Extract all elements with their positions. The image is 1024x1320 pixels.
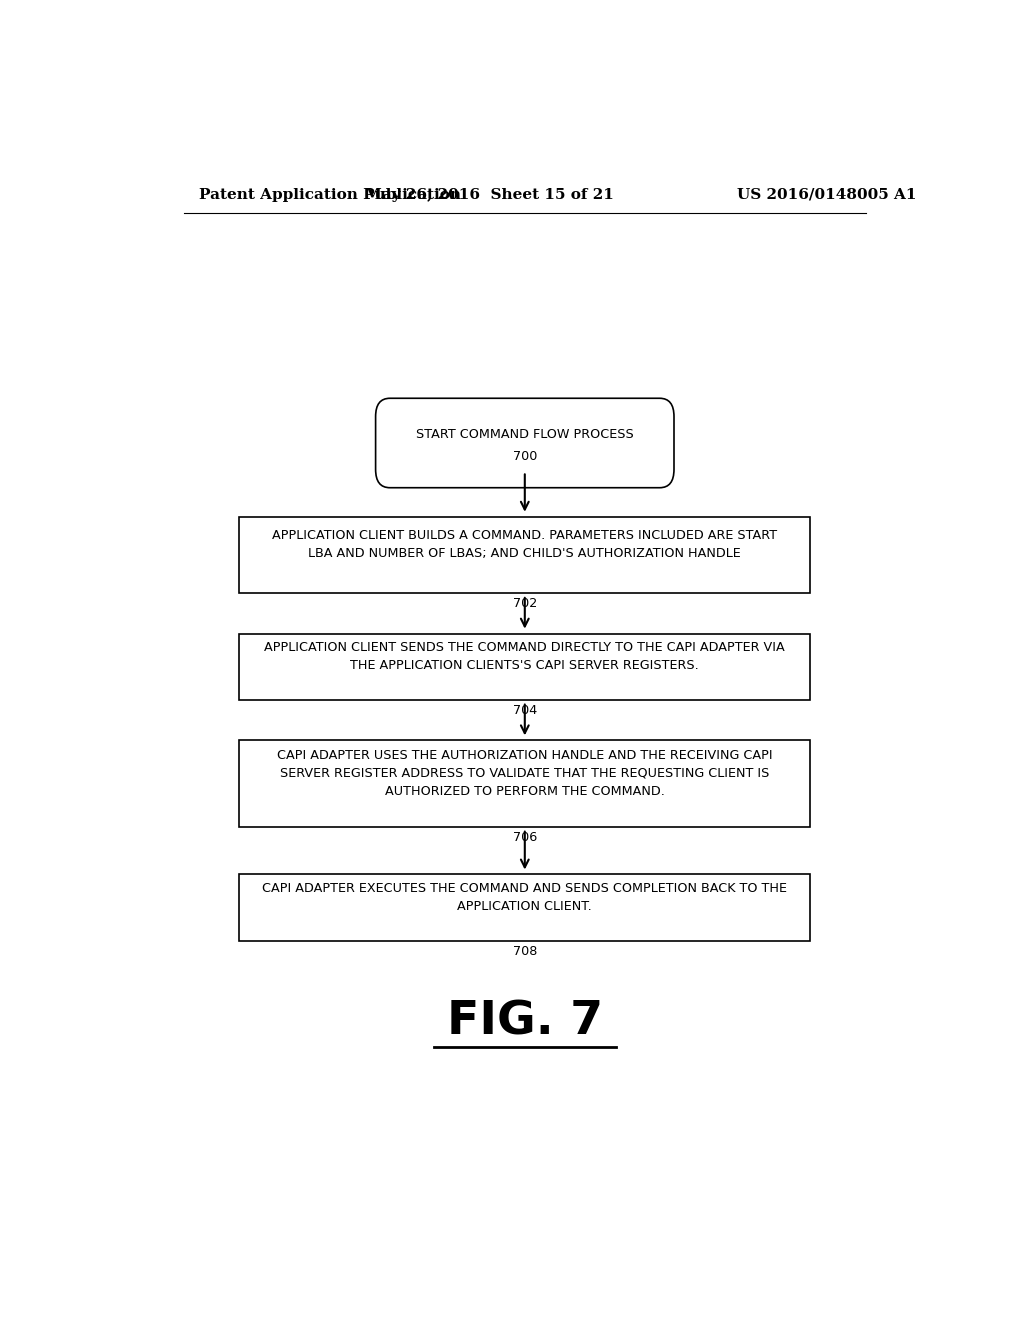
Text: 702: 702 [513, 597, 537, 610]
Text: Patent Application Publication: Patent Application Publication [200, 187, 462, 202]
Text: CAPI ADAPTER EXECUTES THE COMMAND AND SENDS COMPLETION BACK TO THE
APPLICATION C: CAPI ADAPTER EXECUTES THE COMMAND AND SE… [262, 882, 787, 913]
Text: APPLICATION CLIENT SENDS THE COMMAND DIRECTLY TO THE CAPI ADAPTER VIA
THE APPLIC: APPLICATION CLIENT SENDS THE COMMAND DIR… [264, 642, 785, 672]
Text: US 2016/0148005 A1: US 2016/0148005 A1 [736, 187, 916, 202]
Text: May 26, 2016  Sheet 15 of 21: May 26, 2016 Sheet 15 of 21 [365, 187, 613, 202]
Text: 708: 708 [513, 945, 537, 957]
Text: 704: 704 [513, 704, 537, 717]
FancyBboxPatch shape [240, 516, 811, 593]
FancyBboxPatch shape [376, 399, 674, 487]
Text: APPLICATION CLIENT BUILDS A COMMAND. PARAMETERS INCLUDED ARE START
LBA AND NUMBE: APPLICATION CLIENT BUILDS A COMMAND. PAR… [272, 529, 777, 560]
FancyBboxPatch shape [240, 741, 811, 826]
Text: START COMMAND FLOW PROCESS: START COMMAND FLOW PROCESS [416, 429, 634, 441]
Text: 706: 706 [513, 830, 537, 843]
Text: FIG. 7: FIG. 7 [446, 999, 603, 1045]
Text: 700: 700 [513, 450, 537, 463]
FancyBboxPatch shape [240, 634, 811, 700]
Text: CAPI ADAPTER USES THE AUTHORIZATION HANDLE AND THE RECEIVING CAPI
SERVER REGISTE: CAPI ADAPTER USES THE AUTHORIZATION HAND… [276, 748, 773, 797]
FancyBboxPatch shape [240, 874, 811, 941]
